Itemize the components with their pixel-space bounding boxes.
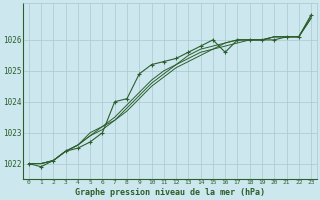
- X-axis label: Graphe pression niveau de la mer (hPa): Graphe pression niveau de la mer (hPa): [75, 188, 265, 197]
